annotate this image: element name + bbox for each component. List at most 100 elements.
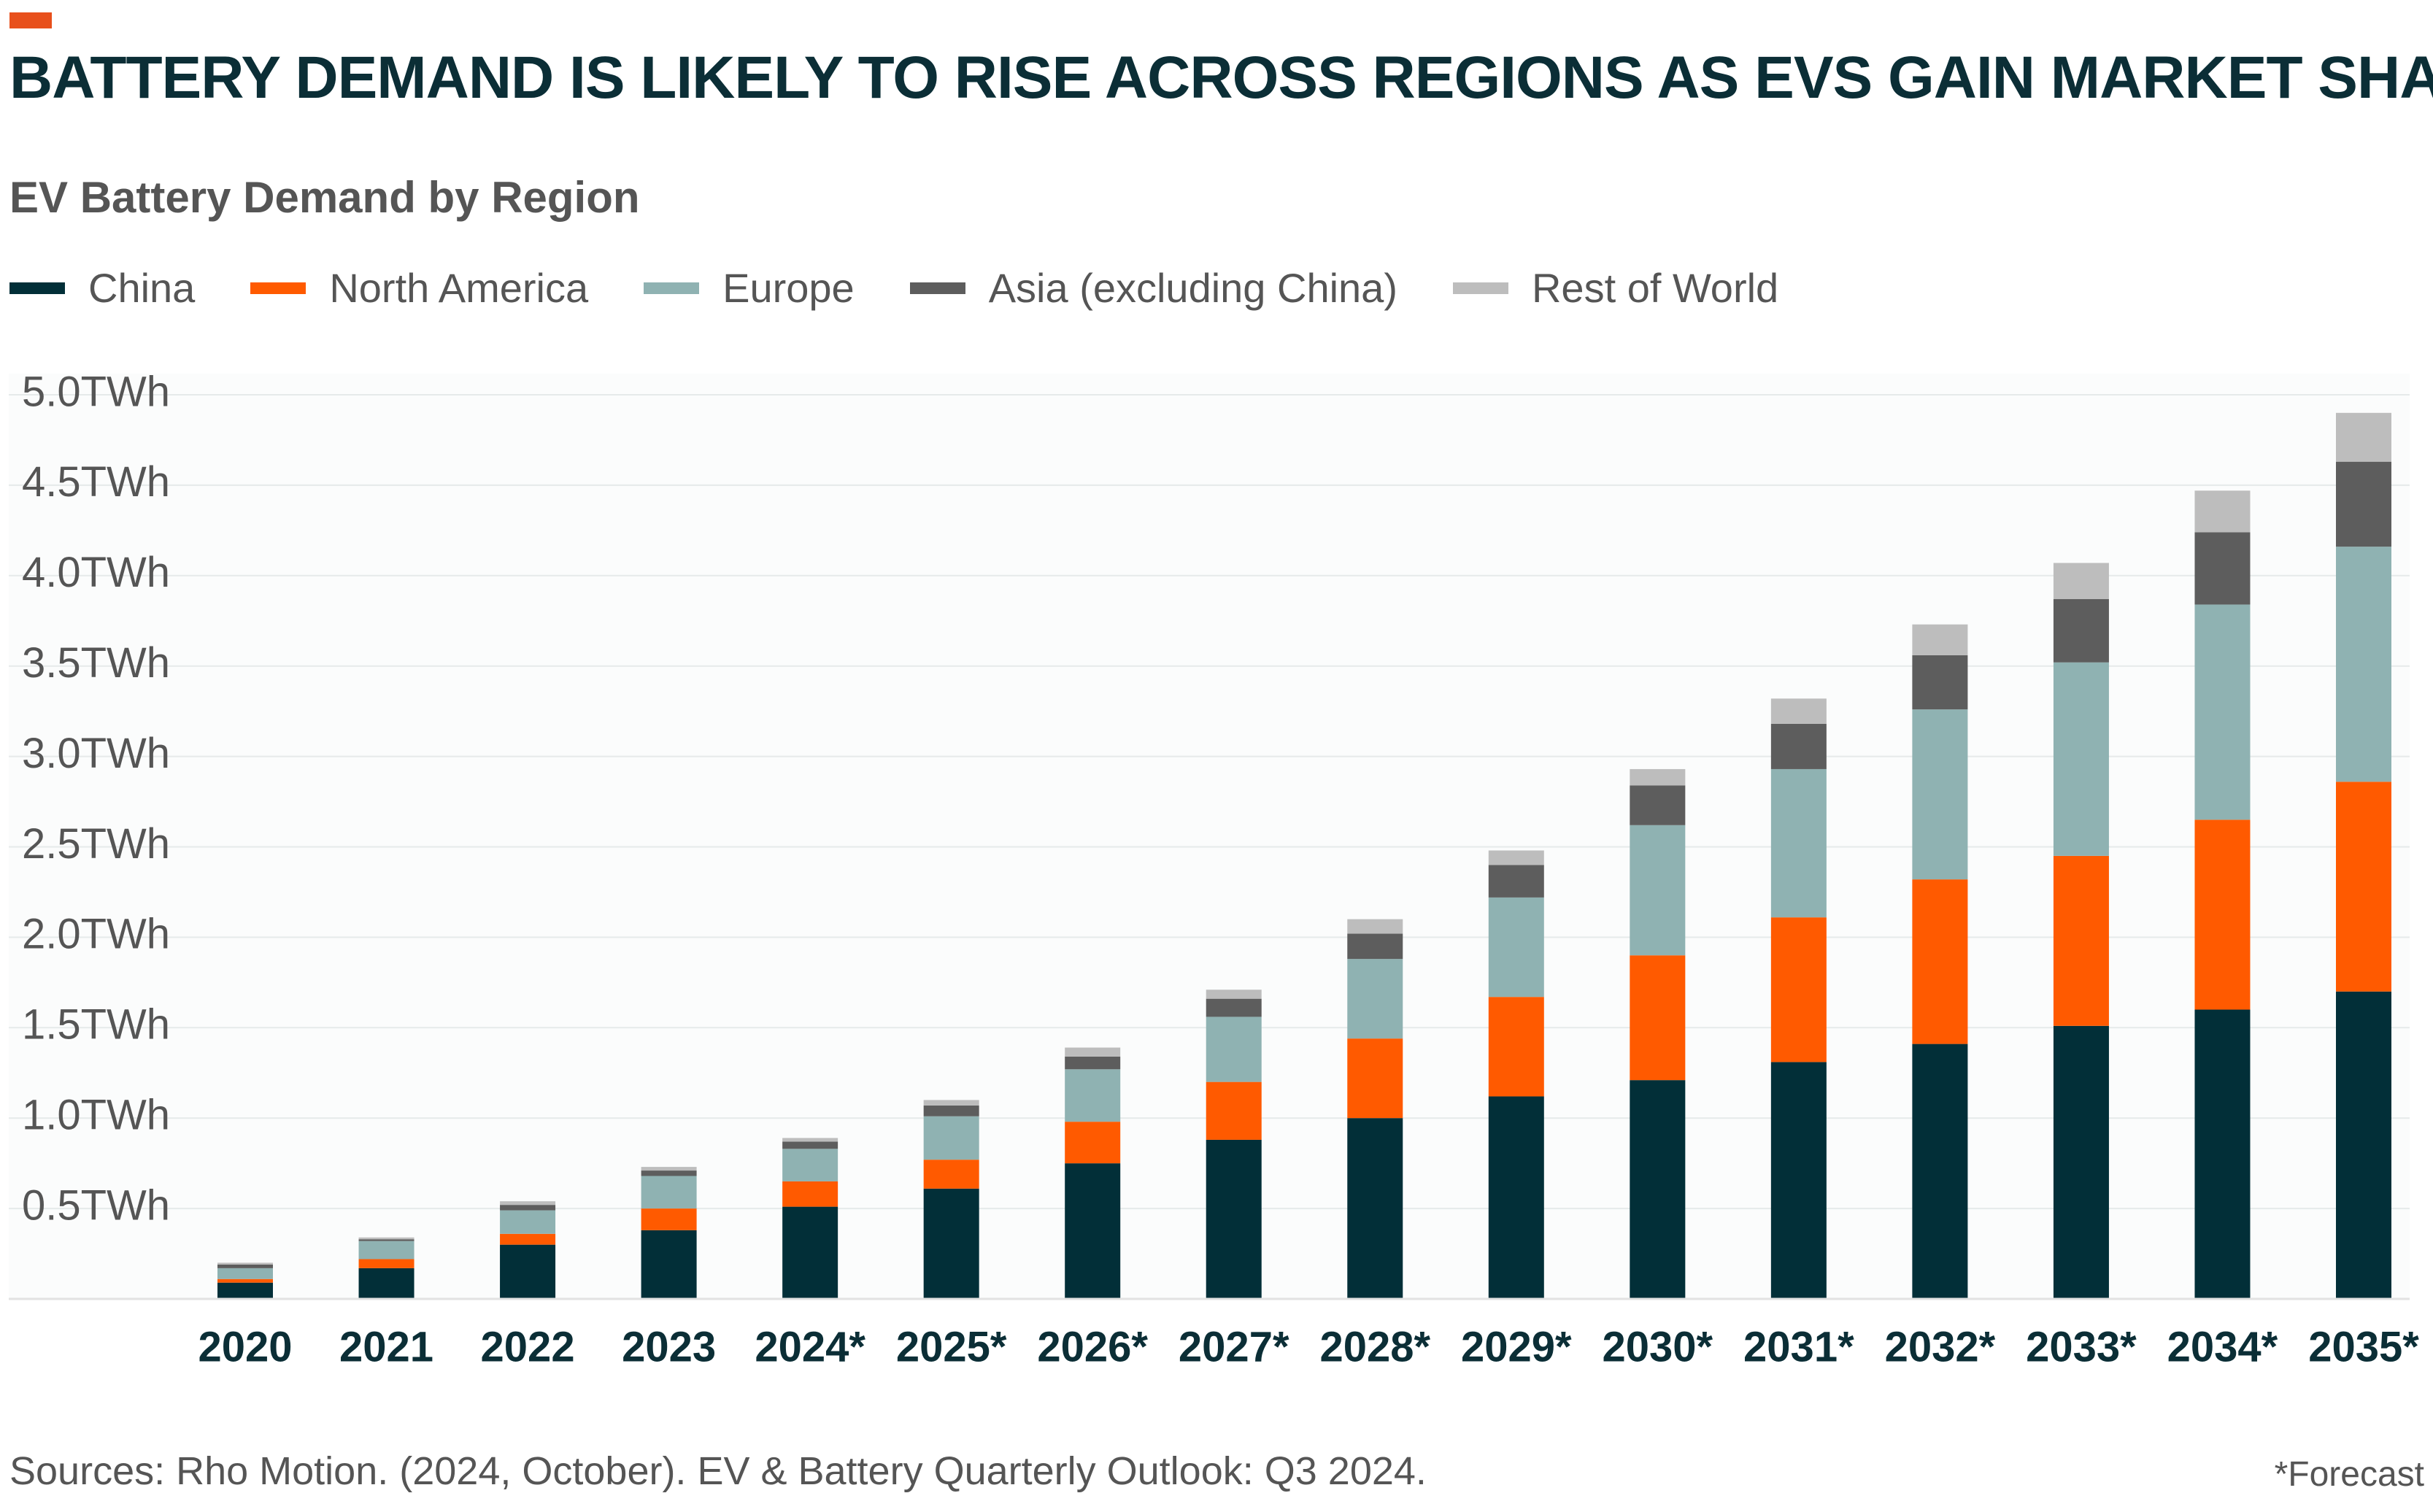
legend-swatch-rest-of-world bbox=[1452, 282, 1508, 294]
bar-stack-2022 bbox=[500, 1201, 556, 1299]
legend-item-asia-excluding-china: Asia (excluding China) bbox=[909, 264, 1397, 312]
bar-segment-asia-excluding-china bbox=[641, 1170, 697, 1176]
bar-segment-asia-excluding-china bbox=[1206, 998, 1262, 1017]
y-tick-label: 0.5TWh bbox=[22, 1181, 170, 1229]
legend-item-europe: Europe bbox=[644, 264, 855, 312]
bar-segment-rest-of-world bbox=[2194, 490, 2251, 533]
bar-segment-north-america bbox=[1770, 917, 1827, 1062]
bar-segment-europe bbox=[1347, 959, 1403, 1039]
forecast-footnote: *Forecast bbox=[2274, 1455, 2424, 1494]
y-tick-label: 3.0TWh bbox=[22, 730, 170, 777]
bar-segment-china bbox=[923, 1188, 979, 1299]
x-tick-label: 2031* bbox=[1743, 1323, 1854, 1370]
y-tick-label: 3.5TWh bbox=[22, 639, 170, 687]
legend-item-rest-of-world: Rest of World bbox=[1452, 264, 1779, 312]
bar-segment-china bbox=[1630, 1080, 1686, 1299]
y-tick-label: 2.0TWh bbox=[22, 911, 170, 958]
bar-segment-europe bbox=[217, 1268, 273, 1279]
x-tick-label: 2030* bbox=[1603, 1323, 1713, 1370]
bar-segment-north-america bbox=[782, 1181, 838, 1207]
y-tick-label: 2.5TWh bbox=[22, 820, 170, 868]
chart-legend: China North America Europe Asia (excludi… bbox=[9, 264, 1834, 312]
bar-segment-north-america bbox=[1206, 1081, 1262, 1140]
bar-segment-asia-excluding-china bbox=[782, 1141, 838, 1149]
legend-swatch-asia-excluding-china bbox=[909, 282, 965, 294]
bar-segment-asia-excluding-china bbox=[1488, 865, 1544, 898]
y-tick-label: 1.5TWh bbox=[22, 1001, 170, 1049]
legend-swatch-china bbox=[9, 282, 65, 294]
bar-segment-rest-of-world bbox=[217, 1262, 273, 1265]
bar-segment-north-america bbox=[923, 1160, 979, 1189]
bar-segment-rest-of-world bbox=[2053, 563, 2109, 600]
y-tick-label: 5.0TWh bbox=[22, 368, 170, 415]
bar-segment-europe bbox=[2194, 604, 2251, 820]
bar-segment-rest-of-world bbox=[2336, 412, 2391, 462]
bar-segment-asia-excluding-china bbox=[1770, 723, 1827, 769]
legend-label-asia-excluding-china: Asia (excluding China) bbox=[988, 265, 1397, 311]
bar-stack-2030 bbox=[1630, 768, 1686, 1299]
bar-segment-asia-excluding-china bbox=[1065, 1056, 1121, 1070]
x-tick-label: 2035* bbox=[2308, 1323, 2419, 1370]
bar-stack-2032 bbox=[1912, 624, 1968, 1299]
legend-swatch-north-america bbox=[250, 282, 306, 294]
bar-segment-europe bbox=[2336, 547, 2391, 782]
bar-segment-asia-excluding-china bbox=[1347, 933, 1403, 960]
bar-stack-2027 bbox=[1206, 990, 1262, 1299]
x-tick-label: 2026* bbox=[1037, 1323, 1148, 1370]
bar-segment-china bbox=[1206, 1139, 1262, 1299]
bar-segment-north-america bbox=[217, 1278, 273, 1283]
x-tick-label: 2029* bbox=[1461, 1323, 1572, 1370]
bar-segment-north-america bbox=[2053, 855, 2109, 1026]
x-tick-label: 2024* bbox=[755, 1323, 865, 1370]
bar-segment-china bbox=[782, 1206, 838, 1299]
bar-segment-north-america bbox=[1065, 1122, 1121, 1164]
bar-segment-china bbox=[1912, 1044, 1968, 1299]
bar-segment-europe bbox=[2053, 662, 2109, 856]
legend-label-rest-of-world: Rest of World bbox=[1531, 265, 1779, 311]
bar-segment-europe bbox=[1065, 1069, 1121, 1122]
bar-segment-asia-excluding-china bbox=[500, 1205, 556, 1211]
bar-segment-rest-of-world bbox=[1770, 698, 1827, 724]
bar-segment-north-america bbox=[358, 1259, 415, 1268]
bar-segment-asia-excluding-china bbox=[923, 1105, 979, 1116]
x-tick-label: 2032* bbox=[1885, 1323, 1996, 1370]
bar-segment-north-america bbox=[1488, 997, 1544, 1097]
bar-segment-north-america bbox=[1912, 879, 1968, 1044]
bar-segment-europe bbox=[358, 1241, 415, 1260]
bar-segment-north-america bbox=[500, 1233, 556, 1245]
bar-stack-2020 bbox=[217, 1262, 273, 1299]
bar-segment-asia-excluding-china bbox=[2053, 599, 2109, 663]
bar-stack-2029 bbox=[1488, 850, 1544, 1299]
bar-segment-china bbox=[358, 1268, 415, 1299]
legend-label-china: China bbox=[88, 265, 196, 311]
bar-segment-north-america bbox=[641, 1208, 697, 1230]
bar-segment-rest-of-world bbox=[1206, 990, 1262, 999]
bar-stack-2025 bbox=[923, 1100, 979, 1299]
bar-segment-china bbox=[1065, 1163, 1121, 1299]
bar-segment-rest-of-world bbox=[500, 1201, 556, 1206]
y-tick-label: 4.5TWh bbox=[22, 458, 170, 506]
x-tick-label: 2028* bbox=[1319, 1323, 1430, 1370]
bar-segment-europe bbox=[1770, 768, 1827, 918]
bar-stack-2034 bbox=[2194, 490, 2251, 1299]
bar-segment-china bbox=[2053, 1025, 2109, 1299]
bar-segment-asia-excluding-china bbox=[2194, 532, 2251, 605]
bar-segment-asia-excluding-china bbox=[217, 1264, 273, 1268]
bar-segment-china bbox=[500, 1244, 556, 1299]
bar-segment-europe bbox=[500, 1210, 556, 1234]
bar-stack-2031 bbox=[1770, 698, 1827, 1299]
x-tick-label: 2021 bbox=[339, 1323, 433, 1370]
bar-stack-2021 bbox=[358, 1237, 415, 1299]
bar-segment-china bbox=[2194, 1009, 2251, 1299]
bar-segment-china bbox=[1347, 1118, 1403, 1299]
x-tick-label: 2034* bbox=[2167, 1323, 2278, 1370]
x-tick-label: 2023 bbox=[622, 1323, 716, 1370]
x-tick-label: 2020 bbox=[198, 1323, 292, 1370]
bar-segment-rest-of-world bbox=[1630, 768, 1686, 786]
legend-label-europe: Europe bbox=[722, 265, 855, 311]
stacked-bars bbox=[217, 412, 2391, 1299]
bar-stack-2033 bbox=[2053, 563, 2109, 1299]
page-title: BATTERY DEMAND IS LIKELY TO RISE ACROSS … bbox=[9, 45, 2433, 111]
legend-label-north-america: North America bbox=[329, 265, 589, 311]
